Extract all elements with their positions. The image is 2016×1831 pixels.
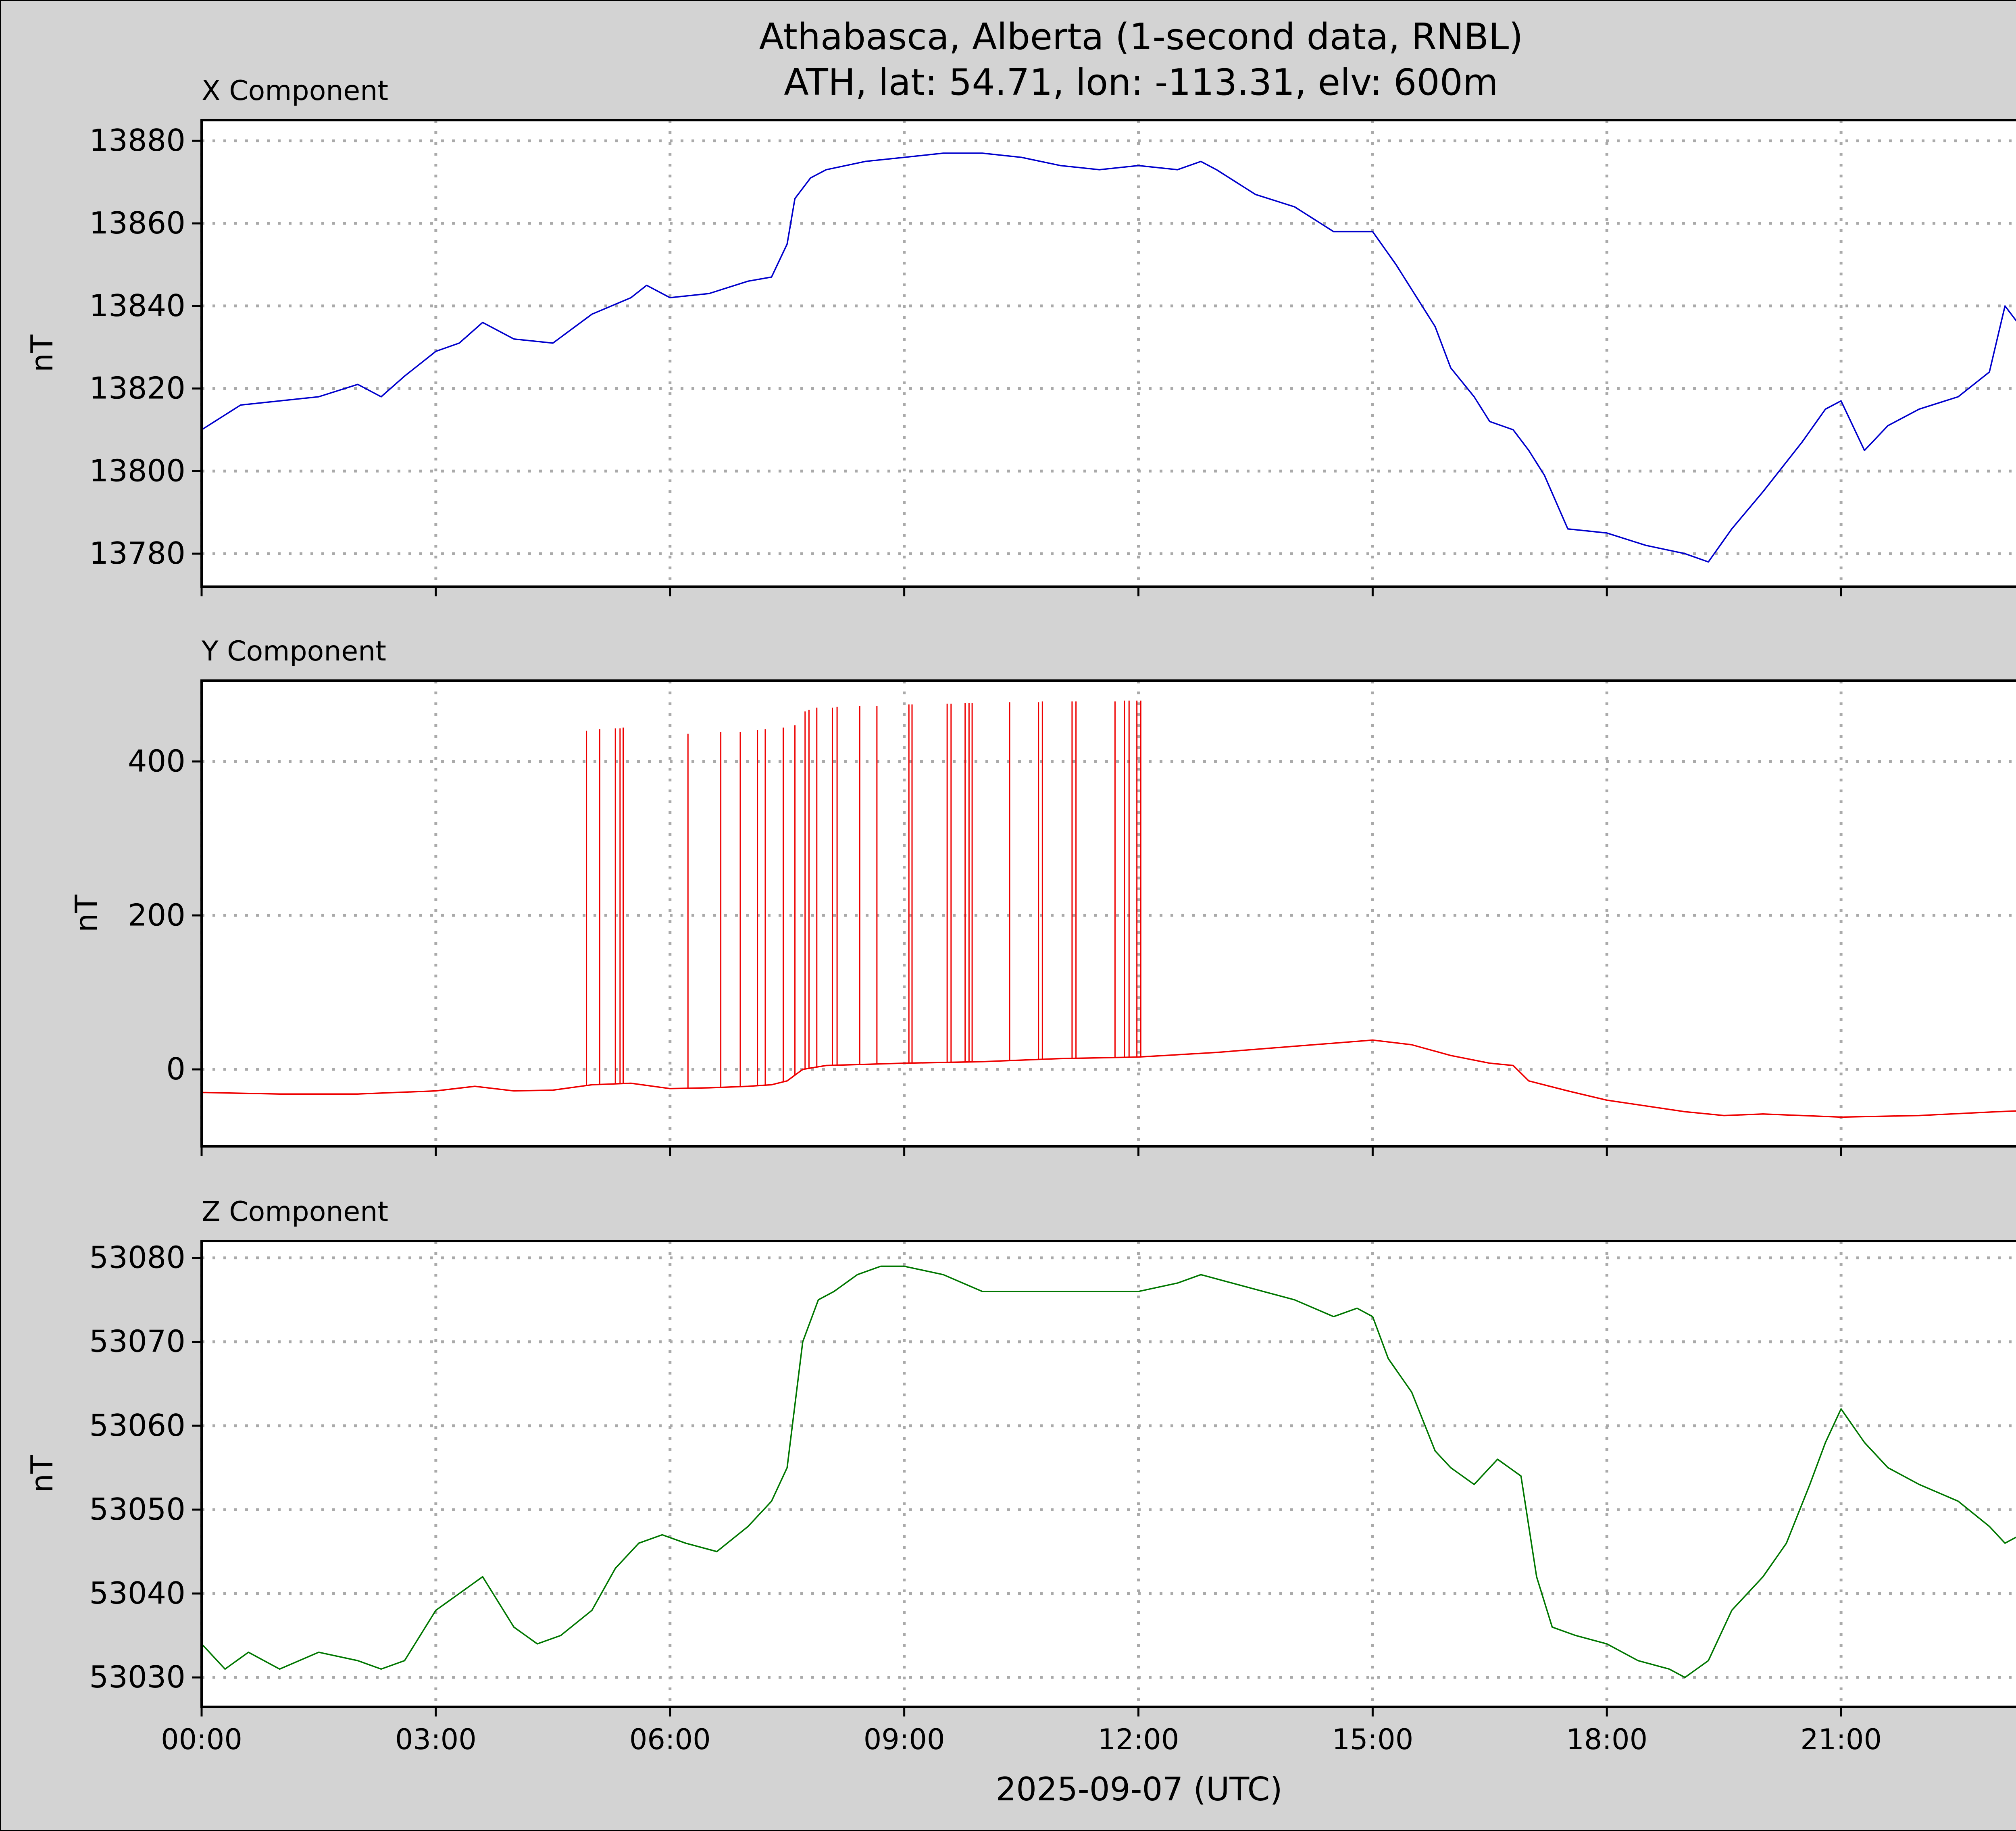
x-y-tick-label: 13840: [89, 288, 185, 323]
z-x-tick-label: 00:00: [161, 1723, 242, 1756]
x-y-tick-label: 13800: [89, 453, 185, 488]
z-y-tick-label: 53030: [89, 1659, 185, 1695]
z-y-tick-label: 53040: [89, 1575, 185, 1611]
x-y-tick-label: 13780: [89, 535, 185, 571]
y-series-line: [201, 1039, 2016, 1118]
z-x-tick-label: 09:00: [864, 1723, 945, 1756]
y-y-tick-label: 200: [128, 897, 185, 933]
x-y-axis-label: nT: [24, 334, 60, 373]
z-plot-area: [202, 1241, 2016, 1707]
figure-title-line1: Athabasca, Alberta (1-second data, RNBL): [759, 16, 1523, 58]
z-x-tick-label: 06:00: [629, 1723, 711, 1756]
y-component-panel: 0 200 400 Y Component nT: [69, 635, 2016, 1156]
z-y-tick-label: 53050: [89, 1491, 185, 1527]
x-plot-area: [202, 120, 2016, 587]
panels: 13780 13800 13820 13840 13860 13880 X Componen…: [24, 75, 2016, 1756]
z-x-tick-label: 21:00: [1800, 1723, 1882, 1756]
z-x-tick-label: 18:00: [1566, 1723, 1647, 1756]
z-y-tick-label: 53060: [89, 1408, 185, 1443]
z-y-tick-label: 53080: [89, 1240, 185, 1275]
y-y-axis-label: nT: [69, 894, 104, 933]
x-series-line: [201, 152, 2016, 563]
y-plot-area: [202, 681, 2016, 1146]
y-panel-title: Y Component: [201, 635, 386, 667]
x-component-panel: 13780 13800 13820 13840 13860 13880 X Componen…: [24, 75, 2016, 596]
x-panel-title: X Component: [202, 75, 388, 107]
z-x-tick-label: 12:00: [1098, 1723, 1179, 1756]
figure-title-line2: ATH, lat: 54.71, lon: -113.31, elv: 600m: [784, 61, 1498, 104]
y-y-tick-label: 0: [166, 1051, 185, 1087]
x-y-tick-label: 13860: [89, 205, 185, 241]
y-y-tick-label: 400: [128, 743, 185, 779]
z-panel-title: Z Component: [202, 1196, 388, 1228]
x-axis-label: 2025-09-07 (UTC): [996, 1771, 1282, 1808]
z-x-tick-label: 15:00: [1332, 1723, 1414, 1756]
x-y-tick-label: 13880: [89, 123, 185, 158]
z-y-axis-label: nT: [24, 1455, 60, 1493]
z-x-tick-label: 03:00: [395, 1723, 477, 1756]
z-y-tick-label: 53070: [89, 1324, 185, 1359]
z-component-panel: 00:00 03:00 06:00 09:00 12:00 15:00 18:00 21:00…: [24, 1196, 2016, 1756]
x-y-tick-label: 13820: [89, 371, 185, 406]
z-series-line: [201, 1265, 2016, 1678]
